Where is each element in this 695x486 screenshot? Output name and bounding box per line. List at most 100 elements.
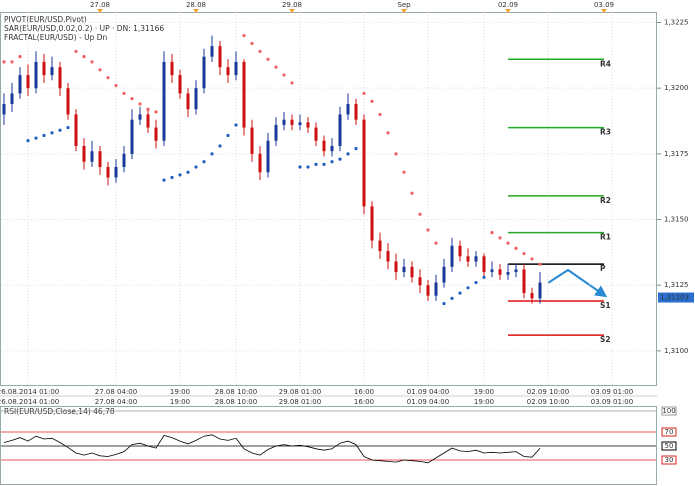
sar-dot: [234, 123, 238, 127]
x-tick-label: 03.09 01:00: [591, 388, 633, 396]
top-time-label: 02.09: [498, 1, 518, 9]
sar-dot: [530, 257, 534, 261]
sar-dot: [162, 178, 166, 182]
last-price-tag: [658, 292, 694, 303]
sar-dot: [418, 212, 422, 216]
candle-body: [522, 269, 526, 294]
candle-body: [106, 166, 110, 178]
sar-dot: [306, 165, 310, 169]
sar-dot: [250, 41, 254, 46]
candle-body: [122, 153, 126, 167]
sar-dot: [506, 241, 510, 245]
sar-dot: [178, 173, 182, 177]
sar-dot: [538, 262, 542, 266]
sar-dot: [290, 81, 294, 85]
candle-body: [354, 103, 358, 120]
level-tag: [661, 406, 677, 416]
candle-body: [498, 269, 502, 275]
sar-dot: [154, 110, 158, 114]
sar-dot: [314, 162, 318, 166]
pivot-label: S2: [600, 335, 611, 344]
chart-title: PIVOT(EUR/USD,Pivot): [4, 15, 87, 24]
sar-dot: [458, 291, 462, 295]
time-marker: [601, 9, 607, 13]
candle-body: [154, 127, 158, 141]
x-tick-label: 26.08.2014 01:00: [0, 388, 59, 396]
candle-body: [10, 93, 14, 104]
y-tick-label: 1,3100: [664, 347, 689, 355]
sar-dot: [522, 252, 526, 256]
candle-body: [26, 75, 30, 89]
sar-dot: [42, 133, 46, 138]
y-tick-label: 1,3200: [664, 84, 689, 92]
sar-dot: [210, 152, 214, 156]
candle-body: [514, 269, 518, 273]
sar-dot: [434, 241, 438, 245]
candle-body: [18, 75, 22, 94]
top-time-label: 28.08: [186, 1, 206, 9]
pivot-label: R1: [600, 233, 611, 242]
sar-dot: [90, 60, 94, 64]
y-tick-label: 1,3150: [664, 216, 689, 224]
x-tick-label: 02.09 10:00: [527, 398, 569, 406]
candle-body: [490, 269, 494, 273]
sar-dot: [218, 144, 222, 148]
candle-body: [258, 153, 262, 173]
candle-body: [450, 245, 454, 267]
candle-body: [146, 114, 150, 128]
x-tick-label: 19:00: [474, 398, 494, 406]
candle-body: [282, 119, 286, 125]
candle-body: [330, 145, 334, 152]
candle-body: [370, 206, 374, 241]
x-tick-label: 19:00: [170, 388, 190, 396]
sar-dot: [450, 296, 454, 300]
x-tick-label: 28.08 10:00: [215, 398, 257, 406]
x-tick-label: 01.09 04:00: [407, 398, 449, 406]
y-tick-label: 50: [665, 442, 674, 450]
candle-body: [34, 61, 38, 89]
x-tick-label: 29.08 01:00: [279, 398, 321, 406]
candle-body: [234, 61, 238, 76]
sar-dot: [34, 136, 38, 140]
candle-body: [474, 256, 478, 262]
top-time-label: Sep: [397, 1, 411, 9]
sar-dot: [146, 107, 150, 111]
candle-body: [314, 127, 318, 141]
pivot-label: S1: [600, 301, 611, 310]
sar-dot: [514, 246, 518, 251]
sar-dot: [298, 165, 302, 169]
y-tick-label: 70: [665, 428, 674, 436]
y-tick-label: 1,3125: [664, 281, 689, 289]
candle-body: [138, 114, 142, 120]
pivot-label: P: [600, 264, 606, 273]
sar-dot: [490, 231, 494, 235]
x-tick-label: 19:00: [474, 388, 494, 396]
time-marker: [193, 9, 199, 13]
candle-body: [66, 88, 70, 115]
candle-body: [338, 114, 342, 146]
candle-body: [290, 119, 294, 125]
rsi-panel: [0, 406, 657, 485]
candle-body: [418, 277, 422, 286]
y-tick-label: 100: [662, 407, 675, 415]
x-tick-label: 16:00: [354, 388, 374, 396]
time-marker: [505, 9, 511, 13]
sar-dot: [410, 191, 414, 195]
candle-body: [298, 122, 302, 125]
sar-dot: [66, 125, 70, 130]
sar-dot: [346, 152, 350, 156]
candle-body: [74, 114, 78, 146]
candle-body: [306, 122, 310, 128]
level-tag: [661, 441, 677, 451]
x-tick-label: 01.09 04:00: [407, 388, 449, 396]
sar-dot: [362, 91, 366, 96]
x-tick-label: 16:00: [354, 398, 374, 406]
sar-dot: [26, 139, 30, 143]
candle-body: [2, 103, 6, 115]
sar-dot: [330, 160, 334, 164]
price-panel: [0, 12, 657, 386]
candle-body: [90, 151, 94, 162]
candle-body: [378, 240, 382, 252]
candle-body: [98, 151, 102, 167]
sar-dot: [402, 170, 406, 174]
